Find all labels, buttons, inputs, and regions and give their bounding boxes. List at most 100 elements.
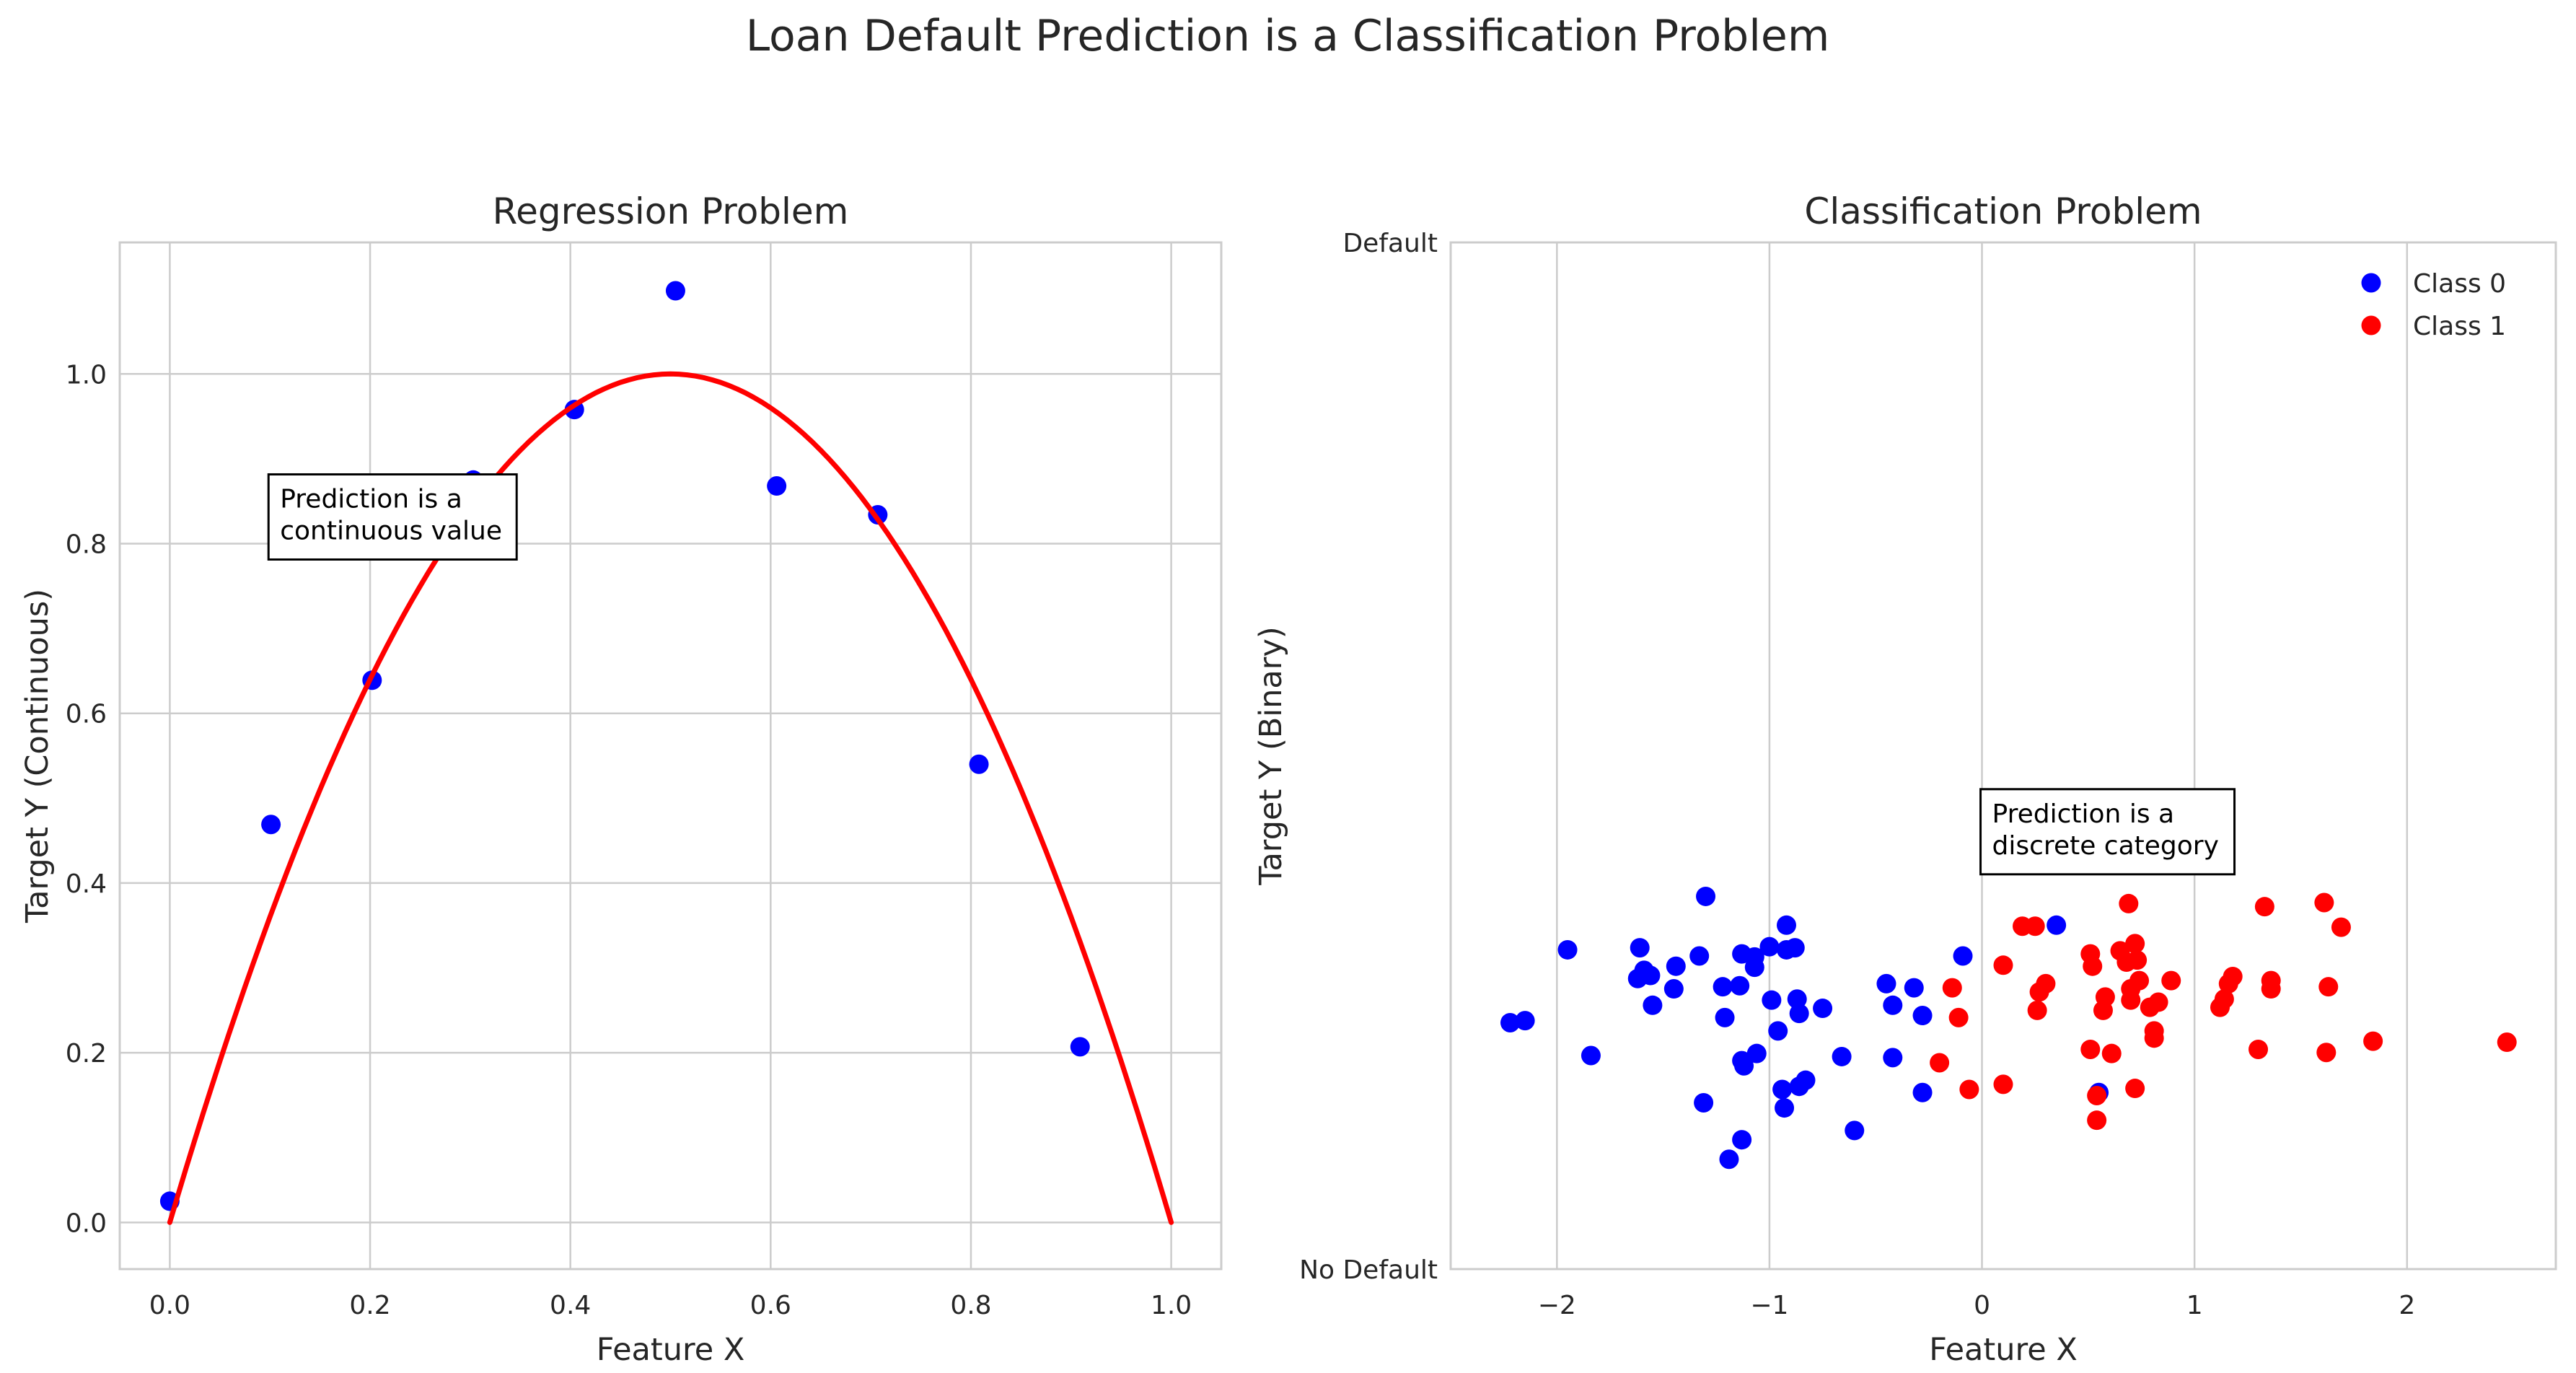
- annotation-text: continuous value: [280, 516, 502, 545]
- y-tick-label: 0.2: [66, 1039, 107, 1069]
- data-point: [1666, 956, 1686, 976]
- data-point: [1883, 1048, 1903, 1068]
- data-point: [1734, 1056, 1754, 1076]
- data-point: [2027, 1000, 2047, 1020]
- data-point: [1785, 938, 1805, 958]
- y-tick-label: 0.6: [66, 700, 107, 729]
- data-point: [1876, 973, 1896, 993]
- data-point: [1948, 1007, 1969, 1027]
- data-point: [1904, 978, 1924, 998]
- data-point: [969, 754, 989, 774]
- annotation-frame: [267, 473, 518, 561]
- data-point: [1732, 1130, 1752, 1150]
- tick-labels: 0.0 0.2 0.4 0.6 0.8 1.0 0.0 0.2 0.4 0.6 0.8 1.0: [66, 360, 1192, 1320]
- data-point: [2331, 917, 2351, 937]
- data-point: [1070, 1037, 1090, 1057]
- data-point: [1719, 1149, 1739, 1170]
- y-axis-label: Target Y (Continuous): [19, 589, 56, 924]
- class-0: [1500, 886, 2109, 1170]
- axes-frame: [1449, 241, 2557, 1271]
- data-point: [2036, 973, 2056, 993]
- data-point: [1730, 975, 1750, 996]
- data-point: [2363, 1031, 2383, 1051]
- data-point: [2497, 1032, 2517, 1053]
- tick-labels: −2 −1 0 1 2 No Default Default: [1299, 229, 2415, 1320]
- x-axis-label: Feature X: [597, 1332, 745, 1368]
- data-point: [2025, 916, 2045, 936]
- data-point: [1515, 1011, 1535, 1031]
- data-point: [1813, 999, 1833, 1019]
- data-point: [2318, 977, 2339, 997]
- data-point: [1883, 995, 1903, 1015]
- regression-panel: 0.0 0.2 0.4 0.6 0.8 1.0 0.0 0.2 0.4 0.6 0.8 1.0 Pred…: [19, 190, 1223, 1368]
- figure-suptitle: Loan Default Prediction is a Classificat…: [746, 11, 1830, 61]
- data-point: [2129, 970, 2150, 991]
- y-tick-label: No Default: [1299, 1255, 1438, 1285]
- data-point: [1630, 938, 1650, 958]
- grid-lines: [1556, 242, 2409, 1269]
- data-point: [1581, 1045, 1601, 1066]
- y-tick-label: 0.0: [66, 1208, 107, 1238]
- data-point: [1953, 946, 1973, 966]
- data-point: [261, 815, 281, 835]
- x-tick-label: 2: [2399, 1291, 2415, 1320]
- data-point: [1787, 989, 1807, 1009]
- x-tick-label: 0.0: [149, 1291, 190, 1320]
- data-point: [1689, 946, 1710, 966]
- x-tick-label: 0.8: [950, 1291, 991, 1320]
- data-point: [2080, 1039, 2101, 1059]
- data-point: [2148, 992, 2168, 1012]
- data-point: [1789, 1004, 1809, 1024]
- data-point: [2254, 897, 2274, 917]
- data-point: [2083, 956, 2103, 976]
- x-tick-label: −2: [1538, 1291, 1576, 1320]
- data-point: [767, 476, 787, 496]
- data-point: [1959, 1079, 1979, 1100]
- data-point: [1768, 1021, 1788, 1041]
- x-tick-label: 0.4: [550, 1291, 591, 1320]
- data-point: [1930, 1053, 1950, 1073]
- data-point: [2144, 1021, 2164, 1041]
- data-point: [2095, 987, 2115, 1007]
- y-tick-label: 0.8: [66, 530, 107, 559]
- x-tick-label: 1.0: [1151, 1291, 1192, 1320]
- axes-title: Classification Problem: [1804, 190, 2202, 232]
- data-point: [2161, 970, 2181, 991]
- data-point: [2121, 990, 2141, 1010]
- y-tick-label: Default: [1342, 229, 1438, 258]
- legend-marker: [2361, 315, 2381, 335]
- data-point: [1912, 1082, 1933, 1102]
- data-point: [1500, 1012, 1520, 1032]
- data-point: [1640, 965, 1661, 986]
- data-point: [1942, 978, 1962, 998]
- data-point: [2119, 893, 2139, 913]
- data-point: [2087, 1086, 2107, 1106]
- data-point: [2214, 989, 2234, 1009]
- data-point: [2248, 1039, 2269, 1059]
- data-point: [2261, 970, 2281, 991]
- x-tick-label: −1: [1750, 1291, 1788, 1320]
- legend-label: Class 1: [2413, 312, 2506, 341]
- annotation-text: Prediction is a: [1992, 799, 2175, 829]
- data-point: [2223, 966, 2243, 986]
- data-point: [1845, 1120, 1865, 1141]
- data-point: [1795, 1070, 1816, 1090]
- data-point: [1713, 977, 1733, 997]
- fitted-curve-line: [167, 371, 1174, 1225]
- data-point: [1912, 1006, 1933, 1026]
- legend: Class 0 Class 1: [2361, 269, 2506, 341]
- data-point: [1643, 995, 1663, 1015]
- data-point: [1663, 979, 1684, 999]
- data-point: [2047, 915, 2067, 935]
- x-tick-label: 1: [2186, 1291, 2203, 1320]
- y-axis-label: Target Y (Binary): [1253, 626, 1289, 885]
- data-point: [1775, 1098, 1795, 1118]
- annotation-text: Prediction is a: [280, 484, 462, 514]
- data-point: [2314, 892, 2334, 913]
- data-point: [2087, 1110, 2107, 1131]
- annotation-text: discrete category: [1992, 831, 2219, 861]
